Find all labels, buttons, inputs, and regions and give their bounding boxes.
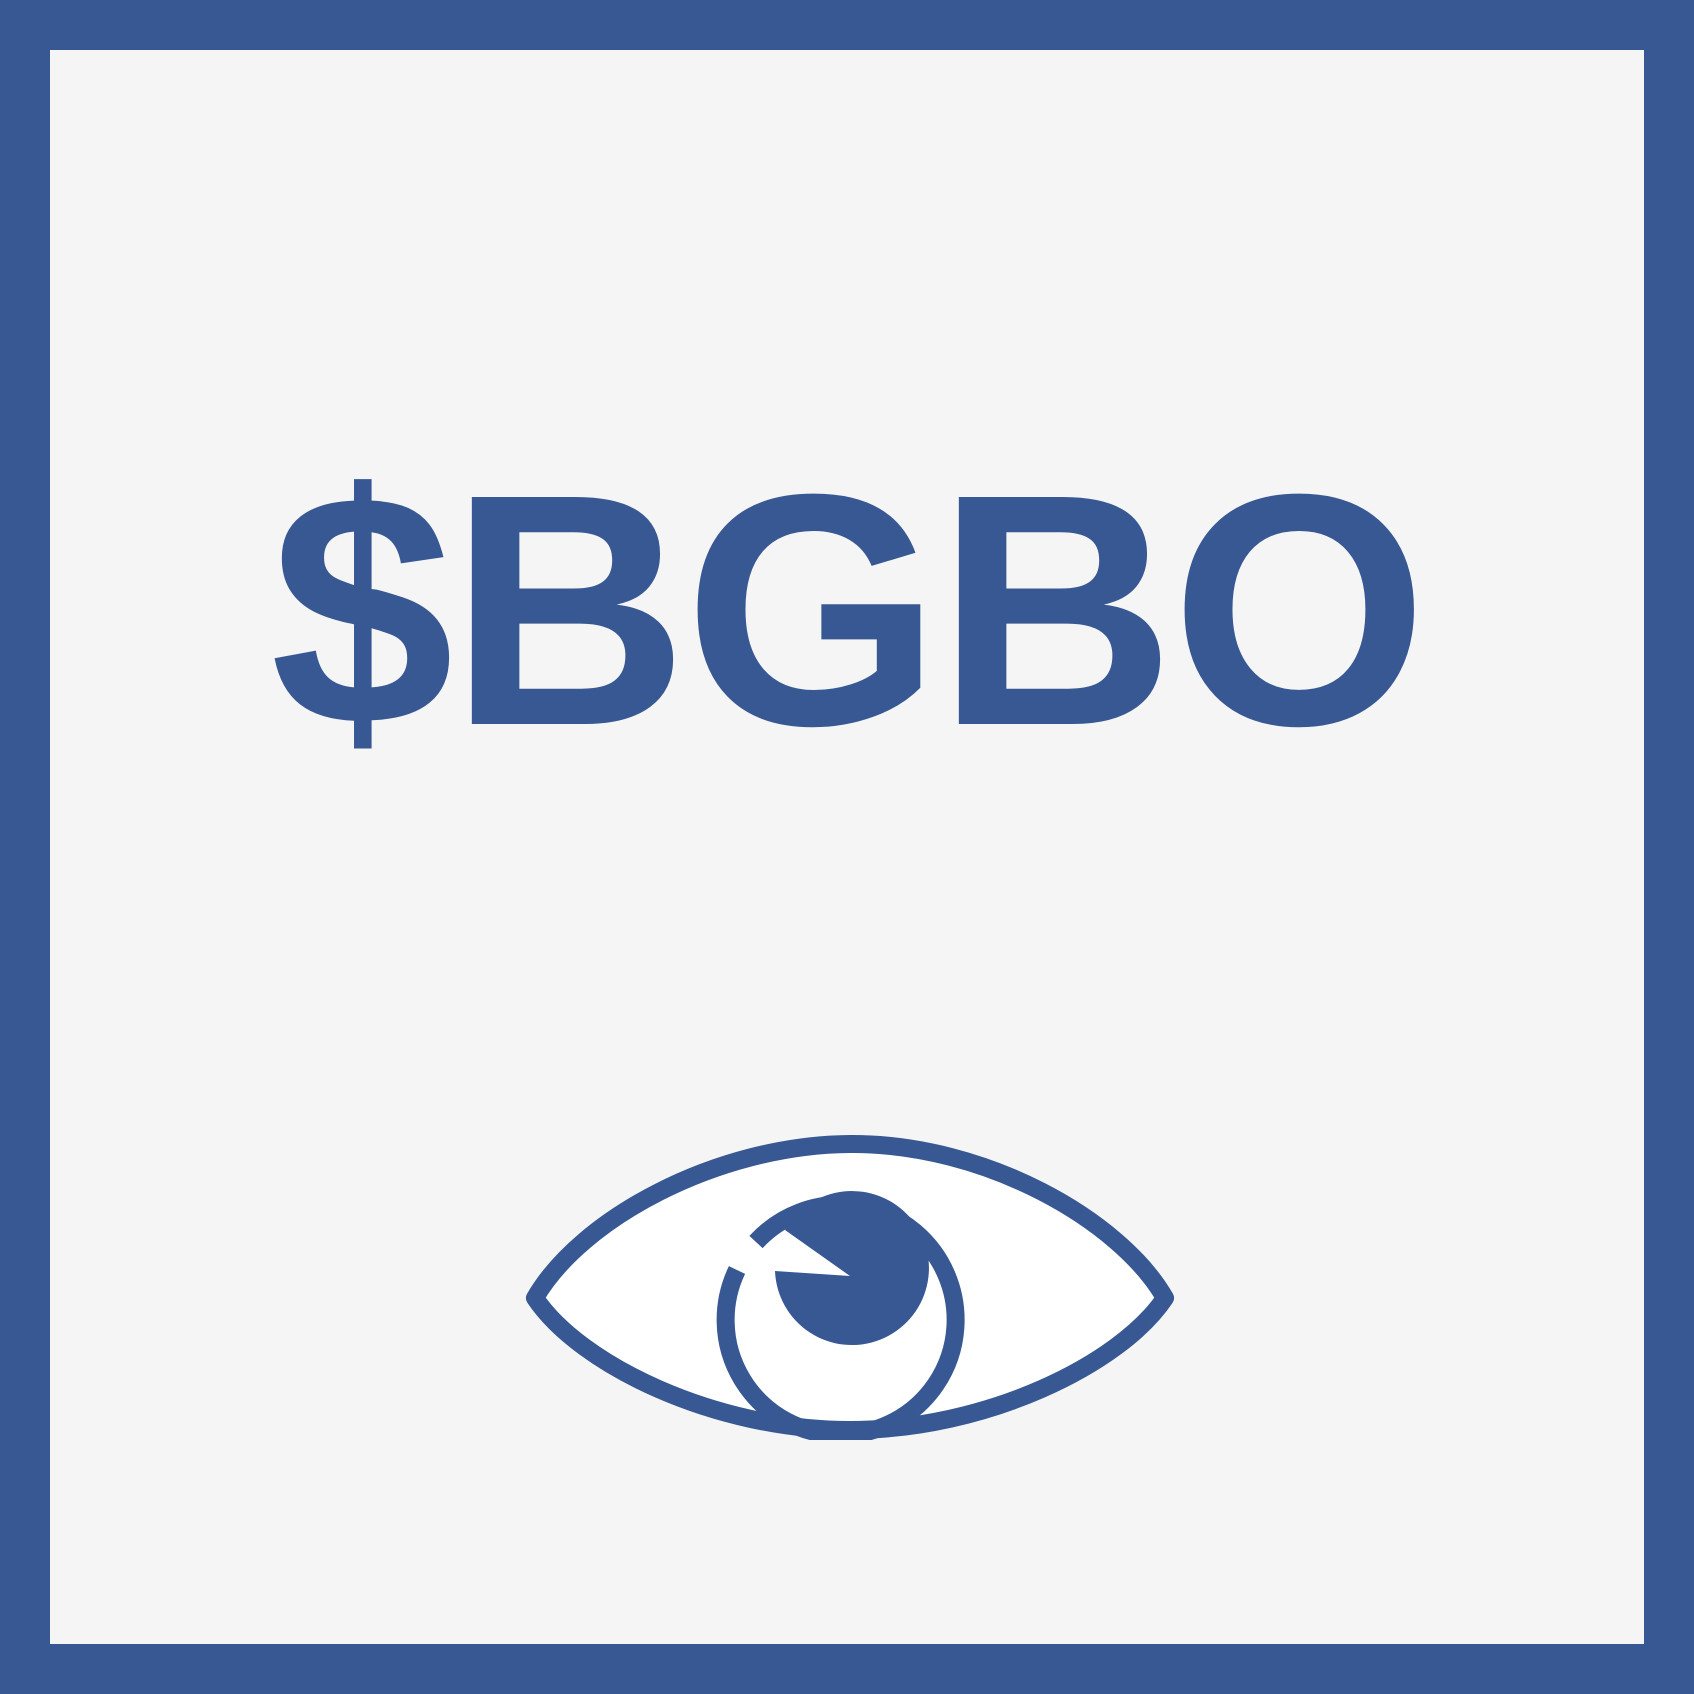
logo-panel: $BGBO — [50, 50, 1644, 1644]
pupil — [775, 1191, 929, 1346]
eye-icon — [526, 1134, 1174, 1440]
ticker-symbol: $BGBO — [270, 425, 1428, 794]
